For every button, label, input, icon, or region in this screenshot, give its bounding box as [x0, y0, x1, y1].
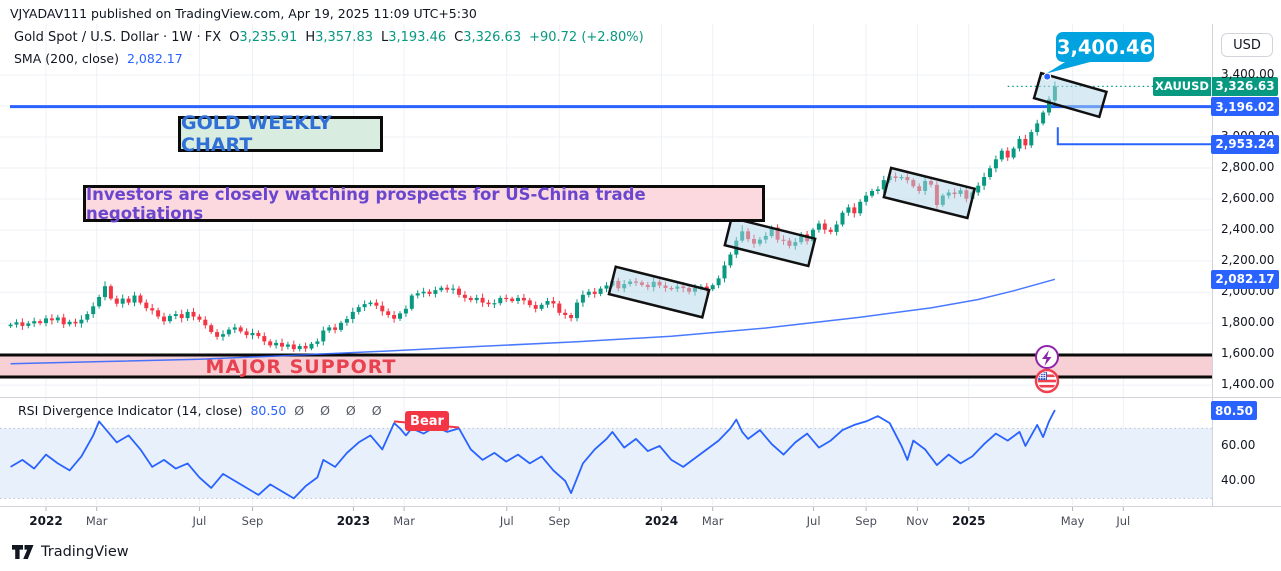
economic-event-icon-lightning	[1035, 345, 1059, 369]
consolidation-box	[1032, 71, 1109, 119]
rsi-tick: 60.00	[1221, 437, 1256, 452]
sma-value: 2,082.17	[127, 51, 183, 66]
current-price-label: XAUUSD 3,326.63	[1153, 76, 1278, 96]
symbol-title: Gold Spot / U.S. Dollar · 1W · FX	[14, 30, 222, 45]
callout-tail	[1046, 59, 1094, 74]
currency-toggle-button[interactable]: USD	[1221, 33, 1273, 57]
current-price-value: 3,326.63	[1212, 76, 1278, 96]
gold-weekly-chart-note[interactable]: GOLD WEEKLY CHART	[178, 112, 383, 156]
price-tick: 2,800.00	[1221, 160, 1275, 174]
tradingview-logo[interactable]: TradingView	[12, 544, 129, 560]
consolidation-box	[723, 216, 817, 268]
tracked-price-label: 2,953.24	[1211, 134, 1279, 154]
ohlc-low: L3,193.46	[380, 30, 447, 45]
major-support-label: MAJOR SUPPORT	[205, 356, 397, 378]
time-label[interactable]: Mar	[701, 514, 724, 528]
time-label[interactable]: Mar	[85, 514, 108, 528]
time-label[interactable]: Nov	[906, 514, 929, 528]
time-label[interactable]: Sep	[855, 514, 877, 528]
time-label[interactable]: 2022	[29, 514, 63, 528]
time-label[interactable]: 2023	[336, 514, 371, 528]
price-tick: 2,600.00	[1221, 191, 1275, 205]
price-tick: 3,400.00	[1221, 67, 1275, 81]
time-label[interactable]: Jul	[192, 514, 207, 528]
rsi-empty-slots: Ø Ø Ø Ø	[294, 403, 388, 418]
ohlc-open: O3,235.91	[229, 30, 298, 45]
rsi-value: 80.50	[250, 403, 287, 418]
time-label[interactable]: Jul	[806, 514, 821, 528]
rsi-legend[interactable]: RSI Divergence Indicator (14, close) 80.5…	[18, 403, 388, 418]
consolidation-box	[882, 166, 977, 220]
price-tick: 1,800.00	[1221, 315, 1275, 330]
price-tick: 2,400.00	[1221, 222, 1275, 236]
ohlc-high: H3,357.83	[305, 30, 373, 45]
price-target-callout[interactable]: 3,400.46	[1056, 32, 1154, 62]
economic-event-icon-us-flag	[1034, 368, 1060, 394]
price-tick: 1,600.00	[1221, 346, 1275, 361]
tradingview-logo-icon	[12, 544, 34, 559]
time-label[interactable]: Jul	[1116, 514, 1131, 528]
investors-note[interactable]: Investors are closely watching prospects…	[83, 185, 765, 223]
ohlc-close: C3,326.63	[454, 30, 522, 45]
support-ray	[1056, 127, 1212, 146]
symbol-legend[interactable]: Gold Spot / U.S. Dollar · 1W · FX O3,235.…	[14, 30, 644, 45]
tracked-price-label: 2,082.17	[1211, 269, 1279, 289]
time-label[interactable]: Mar	[393, 514, 415, 528]
time-label[interactable]: 2025	[952, 514, 986, 528]
time-label[interactable]: Sep	[548, 514, 571, 528]
time-label[interactable]: Sep	[241, 514, 264, 528]
time-label[interactable]: Jul	[499, 514, 514, 528]
support-zone	[0, 355, 1212, 378]
time-label[interactable]: 2024	[644, 514, 679, 528]
publisher-line: VJYADAV111 published on TradingView.com,…	[10, 6, 477, 21]
consolidation-box	[607, 265, 711, 319]
sma-line	[10, 278, 1056, 365]
sma-legend[interactable]: SMA (200, close) 2,082.17	[14, 51, 183, 66]
rsi-value-label: 80.50	[1211, 401, 1257, 420]
symbol-tag: XAUUSD	[1153, 76, 1212, 96]
bear-divergence-badge: Bear	[405, 411, 449, 431]
drawing-anchor-dot	[1043, 72, 1052, 81]
tradingview-logo-text: TradingView	[41, 544, 129, 560]
rsi-line	[10, 409, 1056, 500]
time-label[interactable]: May	[1060, 514, 1085, 528]
price-tick: 1,400.00	[1221, 377, 1275, 392]
tracked-price-label: 3,196.02	[1211, 97, 1279, 117]
price-change: +90.72 (+2.80%)	[529, 30, 644, 45]
price-tick: 2,200.00	[1221, 253, 1275, 267]
rsi-tick: 40.00	[1221, 472, 1256, 487]
